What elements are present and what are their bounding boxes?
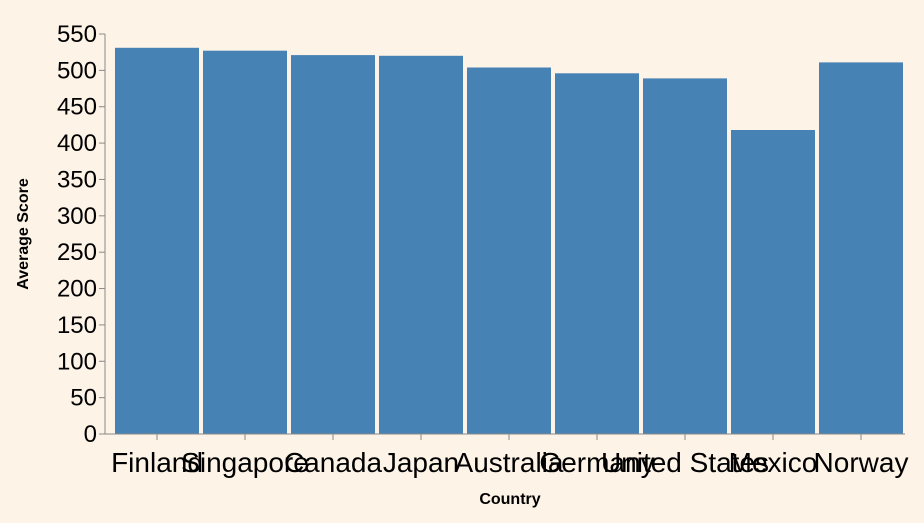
x-tick-label: Canada	[284, 447, 383, 478]
y-tick-label: 250	[57, 239, 97, 266]
y-tick-label: 500	[57, 57, 97, 84]
y-tick-label: 100	[57, 348, 97, 375]
y-tick-label: 300	[57, 203, 97, 230]
bar-canada	[291, 55, 375, 434]
y-axis: 0 50 100 150 200 250 300 350 400 450 500 550	[57, 21, 106, 448]
y-tick-label: 400	[57, 130, 97, 157]
y-tick-label: 50	[70, 385, 97, 412]
bar-germany	[555, 73, 639, 435]
x-tick-label: Germany	[539, 447, 654, 478]
x-tick-label: Norway	[814, 447, 909, 478]
y-tick-label: 550	[57, 21, 97, 48]
bar-finland	[115, 47, 199, 435]
bars-group	[115, 47, 903, 435]
x-tick-label: Australia	[455, 447, 564, 478]
x-tick-label: Japan	[383, 447, 459, 478]
bar-australia	[467, 67, 551, 434]
y-tick-label: 0	[84, 421, 97, 448]
x-tick-label: United States	[601, 447, 769, 478]
y-tick-label: 350	[57, 166, 97, 193]
y-axis-title: Average Score	[15, 178, 32, 290]
bar-mexico	[731, 130, 815, 434]
x-tick-label: Finland	[111, 447, 203, 478]
bar-singapore	[203, 50, 287, 434]
y-tick-label: 200	[57, 276, 97, 303]
x-axis-title: Country	[479, 491, 540, 508]
y-tick-label: 450	[57, 94, 97, 121]
x-tick-label: Mexico	[729, 447, 818, 478]
bar-norway	[819, 62, 903, 435]
bar-japan	[379, 55, 463, 435]
bar-united-states	[643, 78, 727, 435]
x-tick-label: Singapore	[181, 447, 309, 478]
y-tick-label: 150	[57, 312, 97, 339]
